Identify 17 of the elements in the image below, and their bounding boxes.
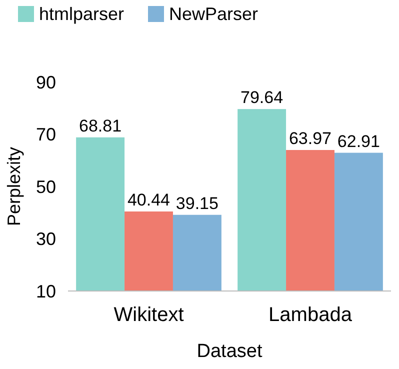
data-label: 62.91: [337, 132, 380, 151]
x-axis-title: Dataset: [196, 341, 263, 362]
data-label: 79.64: [240, 88, 284, 108]
data-label: 40.44: [127, 190, 170, 210]
y-tick-label: 90: [36, 72, 56, 92]
data-label: 68.81: [79, 116, 122, 136]
data-label: 39.15: [176, 194, 218, 213]
y-tick-label: 10: [36, 281, 56, 302]
x-tick-label: Wikitext: [114, 304, 184, 326]
legend-label: NewParser: [169, 4, 258, 24]
x-tick-label: Lambada: [268, 304, 353, 326]
y-tick-label: 50: [36, 176, 56, 197]
legend-label: htmlparser: [39, 4, 124, 24]
data-label: 63.97: [288, 129, 332, 148]
y-tick-label: 30: [36, 229, 56, 250]
y-tick-label: 70: [36, 124, 56, 145]
y-axis-title: Perplexity: [4, 146, 24, 226]
